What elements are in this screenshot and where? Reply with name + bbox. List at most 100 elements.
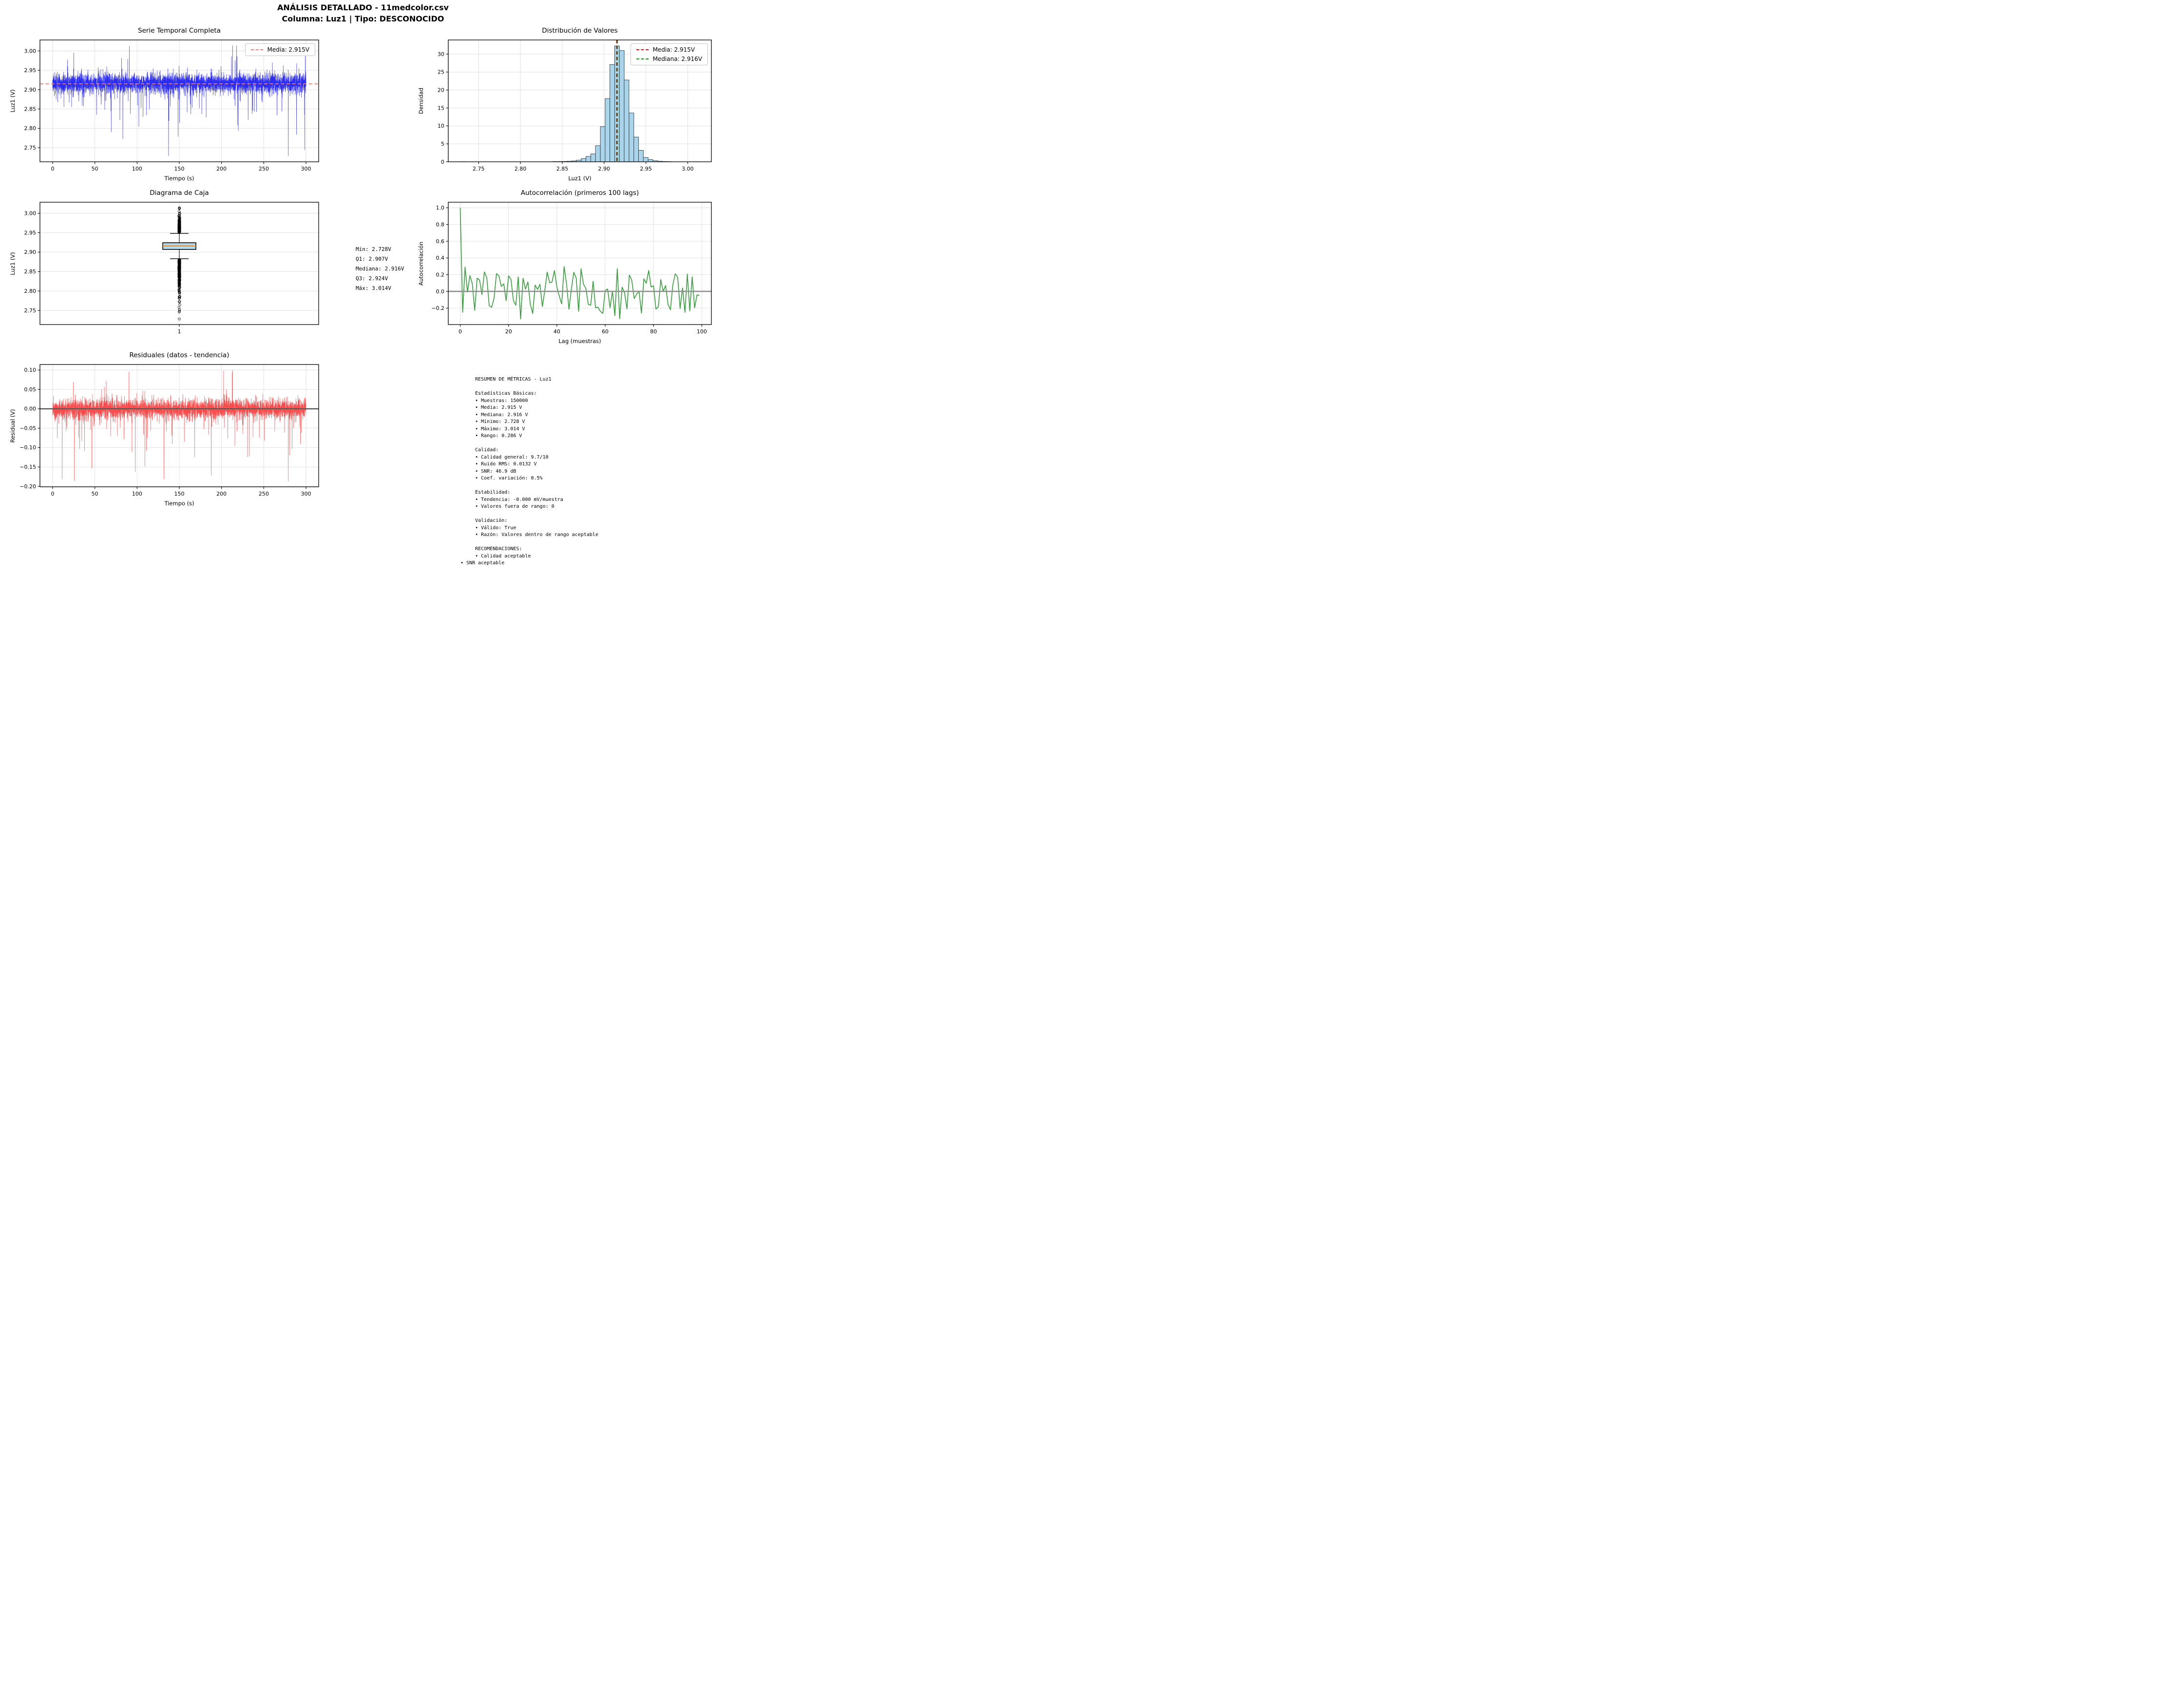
svg-text:200: 200 — [216, 491, 227, 497]
svg-text:0.2: 0.2 — [436, 271, 445, 278]
boxplot-outliers — [177, 206, 181, 321]
svg-text:0.4: 0.4 — [436, 255, 445, 261]
svg-text:250: 250 — [259, 166, 269, 172]
svg-text:30: 30 — [438, 51, 444, 58]
svg-text:2.90: 2.90 — [24, 87, 37, 93]
acf-frame — [448, 202, 712, 325]
svg-text:0.10: 0.10 — [24, 367, 37, 373]
acf-ticks: 0 20 40 60 80 100 −0.2 0.0 0.2 0.4 0.6 0.8 1.0 — [431, 205, 707, 335]
histogram-plot: Distribución de Valores Densidad Luz1 (V… — [418, 27, 712, 182]
svg-text:2.80: 2.80 — [24, 125, 37, 132]
svg-text:2.85: 2.85 — [556, 166, 569, 172]
svg-text:15: 15 — [438, 105, 444, 111]
boxplot-canvas: 1 2.75 2.80 2.85 2.90 2.95 3.00 — [24, 202, 319, 335]
legend-label: Media: 2.915V — [267, 46, 309, 53]
histogram-ticks: 2.75 2.80 2.85 2.90 2.95 3.00 0 5 10 15 20 25 30 — [438, 51, 694, 172]
svg-text:0.8: 0.8 — [436, 222, 445, 228]
svg-text:20: 20 — [505, 328, 512, 335]
timeseries-plot: Serie Temporal Completa Luz1 (V) Tiempo … — [9, 27, 319, 182]
svg-text:3.00: 3.00 — [24, 48, 37, 54]
svg-text:250: 250 — [259, 491, 269, 497]
legend-label: Mediana: 2.916V — [652, 56, 702, 62]
figure-subtitle: Columna: Luz1 | Tipo: DESCONOCIDO — [282, 14, 444, 24]
boxplot-stats-text: Mín: 2.728V Q1: 2.907V Mediana: 2.916V Q… — [356, 246, 404, 291]
residuals-plot: Residuales (datos - tendencia) Residual … — [9, 351, 319, 507]
svg-text:50: 50 — [92, 491, 98, 497]
legend-label: Media: 2.915V — [652, 46, 695, 53]
legend-entry: Media: 2.915V — [250, 46, 309, 53]
legend-dashed-line-swatch — [636, 58, 649, 59]
svg-text:0.00: 0.00 — [24, 406, 37, 412]
analysis-dashboard: ANÁLISIS DETALLADO - 11medcolor.csv Colu… — [0, 0, 726, 570]
svg-text:2.95: 2.95 — [640, 166, 652, 172]
acf-line — [459, 208, 700, 320]
svg-text:2.80: 2.80 — [24, 288, 37, 294]
svg-text:25: 25 — [438, 69, 444, 76]
svg-text:80: 80 — [650, 328, 657, 335]
svg-text:50: 50 — [92, 166, 98, 172]
svg-text:100: 100 — [132, 166, 142, 172]
svg-text:10: 10 — [438, 123, 444, 129]
svg-text:200: 200 — [216, 166, 227, 172]
residuals-ticks: 0 50 100 150 200 250 300 −0.20 −0.15 −0.10 −0.05 0.… — [19, 367, 311, 497]
legend-entry: Media: 2.915V — [636, 46, 702, 53]
svg-text:2.90: 2.90 — [598, 166, 611, 172]
legend-dashed-line-swatch — [636, 49, 649, 50]
boxplot-plot: Diagrama de Caja Luz1 (V) 1 2.75 2.80 2.85 2… — [9, 189, 319, 335]
svg-text:2.75: 2.75 — [24, 307, 37, 314]
boxplot-ticks: 1 2.75 2.80 2.85 2.90 2.95 3.00 — [24, 210, 181, 335]
timeseries-legend: Media: 2.915V — [245, 43, 315, 56]
svg-text:0: 0 — [51, 491, 55, 497]
svg-text:−0.20: −0.20 — [19, 483, 36, 490]
acf-xlabel: Lag (muestras) — [558, 338, 601, 345]
svg-text:−0.2: −0.2 — [431, 305, 444, 311]
svg-text:2.75: 2.75 — [473, 166, 485, 172]
acf-title: Autocorrelación (primeros 100 lags) — [520, 189, 639, 197]
figure-title-block: ANÁLISIS DETALLADO - 11medcolor.csv Colu… — [0, 2, 726, 24]
metrics-summary-text: RESUMEN DE MÉTRICAS - Luz1 Estadísticas … — [460, 377, 598, 566]
svg-text:300: 300 — [301, 491, 311, 497]
svg-text:0: 0 — [459, 328, 462, 335]
histogram-xlabel: Luz1 (V) — [568, 175, 592, 182]
svg-text:2.95: 2.95 — [24, 230, 37, 236]
svg-text:−0.10: −0.10 — [19, 444, 36, 451]
svg-text:150: 150 — [174, 166, 185, 172]
timeseries-canvas: 0 50 100 150 200 250 300 2.75 2.80 2.85 2.90 2.95 3.… — [24, 39, 319, 172]
svg-text:−0.05: −0.05 — [19, 425, 36, 431]
residuals-title: Residuales (datos - tendencia) — [129, 351, 229, 359]
svg-text:2.90: 2.90 — [24, 249, 37, 255]
residuals-canvas: 0 50 100 150 200 250 300 −0.20 −0.15 −0.10 −0.05 0.… — [19, 364, 319, 497]
svg-text:20: 20 — [438, 87, 444, 94]
timeseries-signal-line — [52, 45, 306, 156]
residuals-xlabel: Tiempo (s) — [164, 500, 194, 507]
acf-canvas: 0 20 40 60 80 100 −0.2 0.0 0.2 0.4 0.6 0.8 1.0 — [431, 202, 712, 335]
acf-grid — [448, 202, 711, 325]
svg-text:40: 40 — [554, 328, 560, 335]
svg-text:0: 0 — [441, 159, 444, 165]
svg-text:2.85: 2.85 — [24, 106, 37, 112]
svg-text:3.00: 3.00 — [24, 210, 37, 216]
svg-text:300: 300 — [301, 166, 311, 172]
histogram-legend: Media: 2.915V Mediana: 2.916V — [630, 43, 708, 65]
timeseries-xlabel: Tiempo (s) — [164, 175, 194, 182]
svg-text:2.80: 2.80 — [515, 166, 527, 172]
svg-text:100: 100 — [132, 491, 142, 497]
histogram-title: Distribución de Valores — [542, 27, 618, 35]
legend-dashed-line-swatch — [250, 49, 263, 50]
residuals-signal-line — [52, 370, 306, 481]
svg-text:−0.15: −0.15 — [19, 464, 36, 470]
histogram-frame — [448, 39, 712, 162]
autocorrelation-plot: Autocorrelación (primeros 100 lags) Auto… — [418, 189, 712, 345]
svg-text:2.85: 2.85 — [24, 269, 37, 275]
svg-text:5: 5 — [441, 141, 444, 147]
boxplot-title: Diagrama de Caja — [150, 189, 209, 197]
svg-text:1.0: 1.0 — [436, 205, 445, 211]
svg-text:150: 150 — [174, 491, 185, 497]
svg-text:2.95: 2.95 — [24, 67, 37, 74]
histogram-canvas: 2.75 2.80 2.85 2.90 2.95 3.00 0 5 10 15 20 25 30 — [438, 39, 712, 172]
legend-entry: Mediana: 2.916V — [636, 56, 702, 62]
svg-text:3.00: 3.00 — [682, 166, 694, 172]
svg-text:60: 60 — [602, 328, 609, 335]
timeseries-title: Serie Temporal Completa — [138, 27, 221, 35]
svg-text:0: 0 — [51, 166, 55, 172]
